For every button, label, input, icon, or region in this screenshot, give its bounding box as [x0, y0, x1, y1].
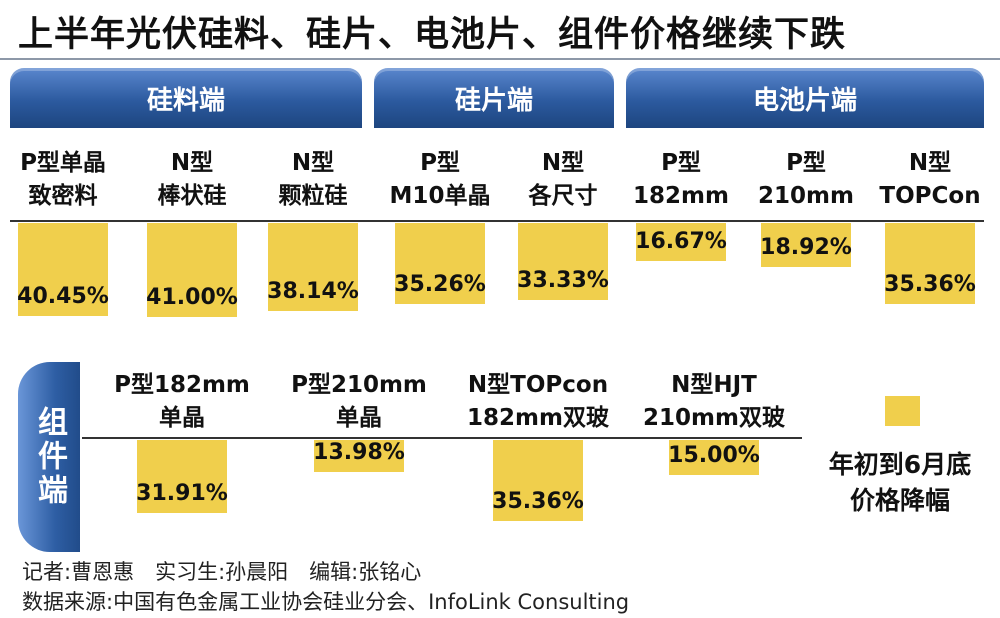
upstream-category-label-line1: P型 — [661, 150, 701, 176]
module-category-label: N型TOPcon 182mm双玻 — [448, 369, 628, 435]
chart-title: 上半年光伏硅料、硅片、电池片、组件价格继续下跌 — [18, 15, 847, 55]
upstream-bar — [268, 223, 358, 311]
upstream-category-label-line2: TOPCon — [879, 183, 981, 209]
upstream-value-label: 35.36% — [884, 272, 976, 297]
module-bar — [493, 440, 583, 521]
module-category-label: P型182mm 单晶 — [92, 369, 272, 435]
module-category-label: P型210mm 单晶 — [269, 369, 449, 435]
upstream-category-label-line2: 210mm — [758, 183, 854, 209]
credits-source: 数据来源:中国有色金属工业协会硅业分会、InfoLink Consulting — [22, 590, 630, 614]
upstream-value-label: 33.33% — [517, 268, 609, 293]
upstream-value-label: 41.00% — [146, 285, 238, 310]
upstream-baseline — [10, 220, 984, 222]
upstream-bar — [18, 223, 108, 316]
module-category-label-line2: 单晶 — [159, 405, 205, 431]
module-category-label-line1: P型182mm — [114, 372, 250, 398]
module-category-label: N型HJT 210mm双玻 — [624, 369, 804, 435]
upstream-category-label-line2: 各尺寸 — [528, 183, 598, 209]
title-divider — [0, 58, 1000, 60]
module-bar — [137, 440, 227, 513]
upstream-category-label-line2: 棒状硅 — [157, 183, 227, 209]
legend-swatch — [885, 396, 920, 426]
module-category-label-line1: N型TOPcon — [467, 372, 609, 398]
upstream-bar — [395, 223, 485, 304]
upstream-value-label: 35.26% — [394, 272, 486, 297]
module-baseline — [82, 437, 802, 439]
upstream-category-label-line1: N型 — [170, 150, 214, 176]
upstream-category-label-line1: N型 — [291, 150, 335, 176]
upstream-value-label: 18.92% — [760, 235, 852, 260]
upstream-category-label: P型 210mm — [716, 147, 896, 213]
legend-line-2: 价格降幅 — [849, 486, 950, 515]
upstream-category-label: N型棒状硅 — [102, 147, 282, 213]
category-header-silicon-material: 硅料端 — [10, 68, 362, 128]
upstream-bar — [885, 223, 975, 304]
credits-staff: 记者:曹恩惠 实习生:孙晨阳 编辑:张铭心 — [22, 560, 422, 584]
upstream-category-label: N型各尺寸 — [473, 147, 653, 213]
upstream-bar — [636, 223, 726, 261]
module-value-label: 35.36% — [492, 489, 584, 514]
module-value-label: 13.98% — [313, 440, 405, 465]
module-bar — [314, 440, 404, 472]
module-category-label-line2: 182mm双玻 — [467, 405, 609, 431]
category-header-cell: 电池片端 — [626, 68, 984, 128]
upstream-category-label-line1: P型单晶 — [20, 150, 106, 176]
category-header-module: 组件端 — [18, 362, 80, 552]
upstream-category-label: N型 TOPCon — [840, 147, 1000, 213]
upstream-value-label: 16.67% — [635, 229, 727, 254]
category-header-wafer: 硅片端 — [374, 68, 614, 128]
module-category-label-line1: N型HJT — [671, 372, 757, 398]
upstream-category-label-line2: 颗粒硅 — [278, 183, 348, 209]
legend: 年初到6月底 价格降幅 — [800, 447, 1000, 519]
upstream-category-label-line1: N型 — [541, 150, 585, 176]
upstream-category-label-line2: 182mm — [633, 183, 729, 209]
upstream-value-label: 38.14% — [267, 279, 359, 304]
upstream-category-label-line1: P型 — [420, 150, 460, 176]
module-category-label-line1: P型210mm — [291, 372, 427, 398]
upstream-category-label: P型单晶致密料 — [0, 147, 153, 213]
module-value-label: 31.91% — [136, 481, 228, 506]
upstream-category-label: N型颗粒硅 — [223, 147, 403, 213]
upstream-category-label-line1: N型 — [908, 150, 952, 176]
module-value-label: 15.00% — [668, 443, 760, 468]
legend-line-1: 年初到6月底 — [828, 450, 972, 479]
upstream-value-label: 40.45% — [17, 284, 109, 309]
upstream-category-label: P型 182mm — [591, 147, 771, 213]
upstream-bar — [518, 223, 608, 300]
upstream-category-label-line2: M10单晶 — [389, 183, 491, 209]
upstream-category-label: P型 M10单晶 — [350, 147, 530, 213]
module-header-label: 组件端 — [32, 406, 67, 508]
upstream-bar — [147, 223, 237, 317]
upstream-bar — [761, 223, 851, 267]
upstream-category-label-line2: 致密料 — [28, 183, 98, 209]
module-category-label-line2: 210mm双玻 — [643, 405, 785, 431]
upstream-category-label-line1: P型 — [786, 150, 826, 176]
module-bar — [669, 440, 759, 475]
module-category-label-line2: 单晶 — [336, 405, 382, 431]
